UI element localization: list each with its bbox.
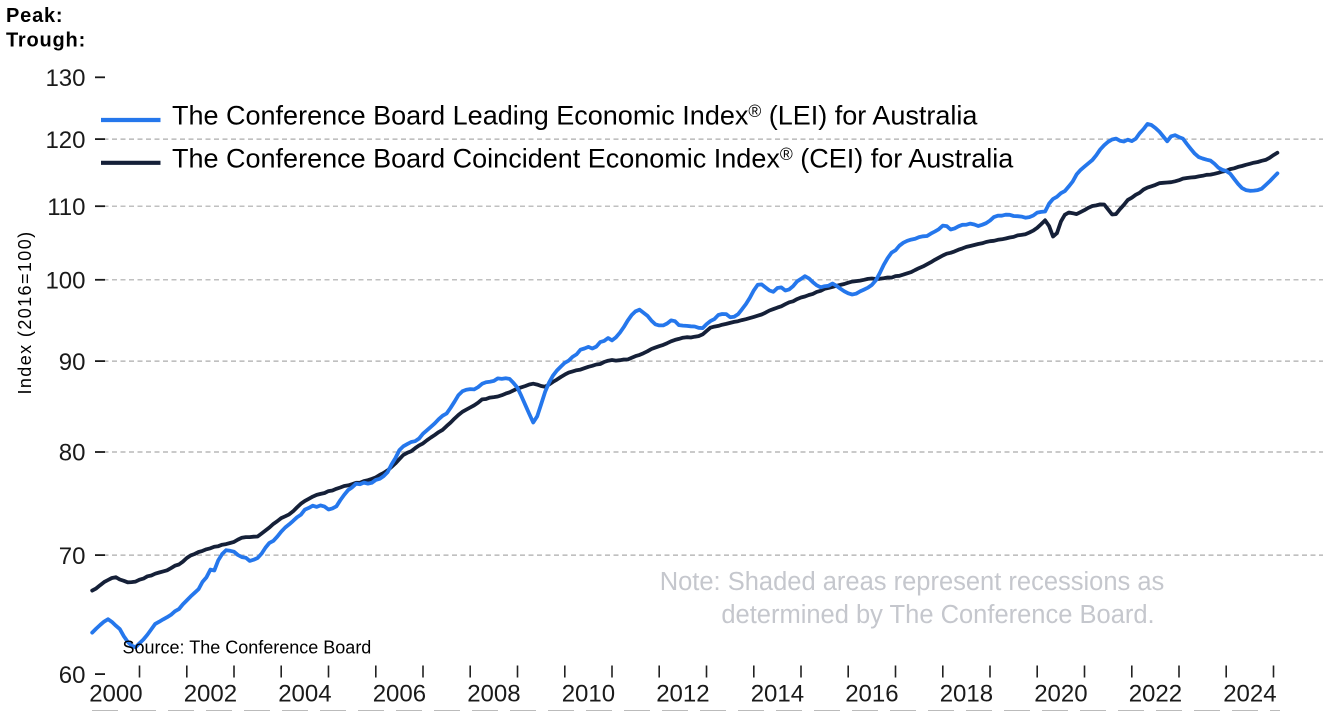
svg-text:determined by The Conference B: determined by The Conference Board. bbox=[721, 601, 1154, 629]
svg-text:120: 120 bbox=[45, 127, 85, 154]
svg-text:60: 60 bbox=[59, 662, 86, 689]
svg-text:Trough:: Trough: bbox=[6, 29, 86, 51]
svg-text:2002: 2002 bbox=[184, 681, 237, 708]
svg-text:Index (2016=100): Index (2016=100) bbox=[15, 230, 35, 394]
svg-text:Source: The Conference Board: Source: The Conference Board bbox=[123, 638, 372, 658]
svg-text:The Conference Board Coinciden: The Conference Board Coincident Economic… bbox=[172, 143, 1014, 173]
svg-text:2020: 2020 bbox=[1034, 681, 1087, 708]
svg-text:2012: 2012 bbox=[656, 681, 709, 708]
svg-text:100: 100 bbox=[45, 268, 85, 295]
svg-text:The Conference Board Leading E: The Conference Board Leading Economic In… bbox=[172, 101, 978, 131]
svg-text:80: 80 bbox=[59, 440, 86, 467]
svg-text:2004: 2004 bbox=[278, 681, 331, 708]
svg-text:2014: 2014 bbox=[751, 681, 804, 708]
svg-text:2022: 2022 bbox=[1129, 681, 1182, 708]
svg-text:90: 90 bbox=[59, 349, 86, 376]
svg-text:Note: Shaded areas represent r: Note: Shaded areas represent recessions … bbox=[660, 568, 1165, 596]
svg-text:2000: 2000 bbox=[89, 681, 142, 708]
svg-text:2024: 2024 bbox=[1223, 681, 1276, 708]
svg-text:2010: 2010 bbox=[562, 681, 615, 708]
svg-text:2008: 2008 bbox=[467, 681, 520, 708]
svg-text:2016: 2016 bbox=[845, 681, 898, 708]
svg-text:2018: 2018 bbox=[940, 681, 993, 708]
svg-text:2006: 2006 bbox=[373, 681, 426, 708]
svg-text:130: 130 bbox=[45, 65, 85, 92]
svg-text:70: 70 bbox=[59, 543, 86, 570]
svg-text:Peak:: Peak: bbox=[6, 5, 63, 27]
svg-text:110: 110 bbox=[47, 194, 85, 221]
